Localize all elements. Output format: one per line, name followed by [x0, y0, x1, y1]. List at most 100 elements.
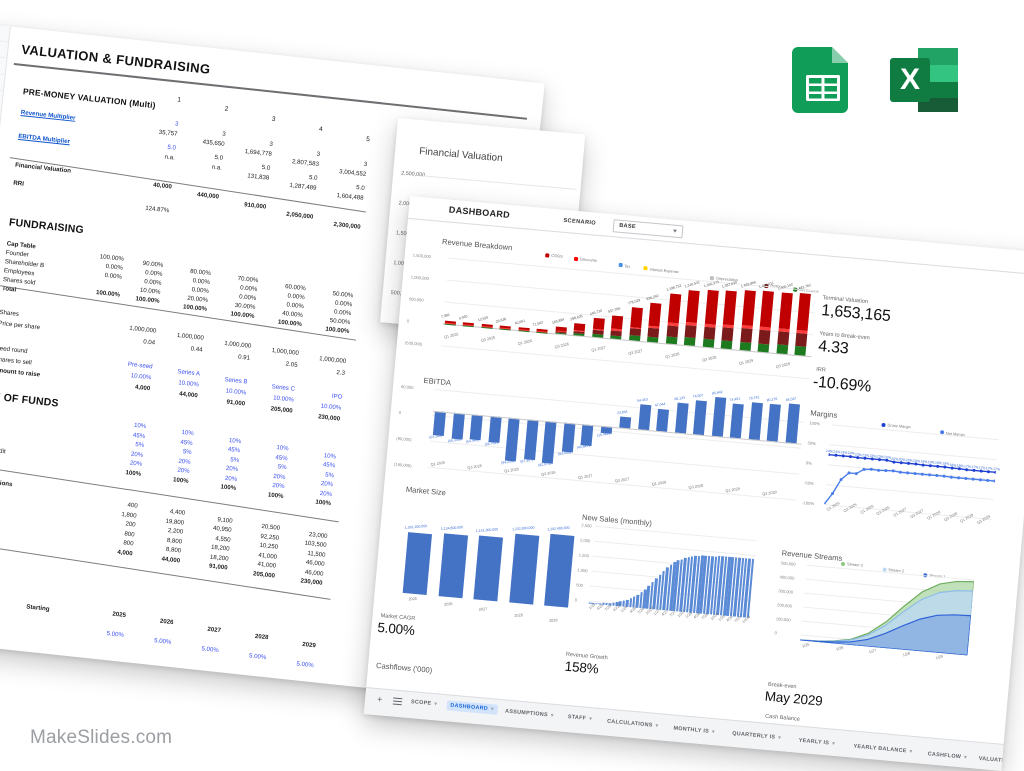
wacc-year-header: 2025 [112, 610, 127, 619]
capital-value: 205,000 [252, 570, 276, 580]
revenue-bar [775, 292, 793, 355]
rb-x-tick: Q3 2029 [775, 361, 791, 370]
cell-value: 1,000,000 [271, 347, 300, 358]
sheet-tab-valuation[interactable]: VALUATION ▾ [974, 754, 1022, 768]
cell-value: 2.05 [285, 361, 298, 370]
revenue-bar [591, 318, 605, 338]
rb-x-tick: Q3 2027 [627, 348, 644, 356]
uof-pct-value: 100% [125, 468, 142, 478]
rev-mult-m-2: 3 [221, 130, 226, 138]
mg-y-tick: -50% [803, 480, 814, 487]
market-size-bar [544, 533, 575, 608]
rb-y-tick: 1,500,000 [412, 252, 432, 260]
chevron-down-icon[interactable]: ▾ [655, 722, 659, 730]
sheet-tab-label: SCOPE [410, 698, 432, 707]
revenue-bar-segment [794, 346, 807, 356]
revenue-bar-segment [796, 293, 811, 331]
shares-to-sell-value: 10.00% [225, 387, 247, 397]
margin-label: 24% [825, 449, 834, 454]
sheet-tab-quarterly-is[interactable]: QUARTERLY IS ▾ [728, 729, 786, 744]
ebitda-bar [711, 396, 726, 437]
chevron-down-icon[interactable]: ▾ [1014, 759, 1018, 766]
cash-balance-label: Cash Balance [764, 713, 801, 723]
rri-label: RRI [12, 179, 25, 188]
market-size-bar [473, 535, 504, 602]
market-size-x-tick: 2025 [408, 596, 418, 602]
google-sheets-icon[interactable] [790, 45, 856, 120]
eb-gridline [427, 466, 797, 501]
revenue-bar-segment [665, 336, 677, 345]
revenue-bar-segment [702, 326, 716, 340]
rev-mult-m-4: 3 [316, 150, 321, 158]
price-per-share-label: Price per share [0, 319, 41, 332]
revenue-bar-label: 5,560 [458, 314, 469, 321]
sheet-tab-assumptions[interactable]: ASSUMPTIONS ▾ [501, 706, 558, 721]
sheet-tab-scope[interactable]: SCOPE ▾ [407, 696, 442, 709]
sheet-tab-label: YEARLY BALANCE [853, 743, 907, 755]
ebitda-bar-label: (45,647) [576, 443, 590, 450]
ebitda-mult-v-5: 1,604,488 [336, 192, 364, 202]
kpi-value-terminal-valuation: 1,653,165 [820, 302, 892, 326]
revenue-legend-item: Interest Expense [643, 266, 679, 274]
ebitda-bar-label: (87,307) [519, 457, 533, 464]
margin-label: 20% [912, 458, 921, 464]
legend-swatch [643, 266, 648, 271]
revenue-multiplier-link[interactable]: Revenue Multiplier [20, 109, 76, 122]
col-header-3: 3 [271, 115, 276, 124]
sheet-tab-yearly-is[interactable]: YEARLY IS ▾ [794, 736, 839, 750]
ebitda-bar-label: (56,336) [447, 437, 461, 444]
sheet-tab-calculations[interactable]: CALCULATIONS ▾ [603, 716, 663, 731]
revenue-bar-segment [757, 343, 770, 353]
sheet-tab-dashboard[interactable]: DASHBOARD ▾ [445, 700, 499, 715]
legend-swatch [618, 262, 623, 268]
rs-x-tick: 1/25 [801, 642, 810, 649]
chevron-down-icon[interactable]: ▾ [588, 716, 593, 723]
ebitda-bar-label: 66,133 [673, 395, 685, 401]
cell-value: 1,000,000 [128, 324, 157, 335]
capital-value: 4,000 [117, 548, 133, 557]
chevron-down-icon[interactable]: ▾ [831, 740, 836, 748]
ebitda-bar-label: (94,234) [500, 459, 515, 466]
revenue-bar-label: 557,356 [607, 306, 621, 314]
all-sheets-icon[interactable] [392, 697, 403, 706]
microsoft-excel-icon[interactable]: X [888, 44, 960, 121]
chevron-down-icon[interactable]: ▾ [777, 735, 782, 742]
rs-x-tick: 1/29 [935, 654, 944, 661]
chevron-down-icon[interactable]: ▾ [490, 706, 495, 713]
chevron-down-icon[interactable]: ▾ [711, 728, 716, 735]
revenue-bar-segment [555, 326, 567, 332]
margin-label: 23% [854, 452, 863, 457]
margin-label: 23% [883, 454, 892, 460]
rb-y-tick: 0 [406, 318, 410, 324]
chevron-down-icon[interactable]: ▾ [963, 754, 968, 761]
rb-x-tick: Q1 2025 [443, 332, 459, 340]
sheet-tab-monthly-is[interactable]: MONTHLY IS ▾ [669, 723, 719, 737]
ebitda-bar [766, 403, 781, 442]
sheet-tab-cashflow[interactable]: CASHFLOW ▾ [923, 749, 971, 763]
ebitda-bar [785, 403, 800, 444]
ebitda-bar [523, 419, 539, 461]
revenue-streams-areas [800, 580, 975, 656]
rev-mult-m-5: 3 [363, 160, 368, 169]
add-sheet-icon[interactable]: + [376, 694, 383, 705]
revenue-bar-segment [758, 329, 771, 345]
seed-round-value: Series B [224, 376, 248, 386]
market-size-bar [438, 533, 468, 599]
ebitda-bar-label: 74,507 [692, 392, 704, 399]
revenue-bar-segment [704, 290, 719, 325]
chevron-down-icon[interactable]: ▾ [434, 700, 438, 707]
sheet-tab-staff[interactable]: STAFF ▾ [563, 712, 596, 725]
rev-mult-v-5: 3,004,552 [338, 168, 367, 179]
dashboard-sheet[interactable]: DASHBOARD SCENARIO BASE Revenue Breakdow… [363, 196, 1024, 771]
margin-label: 17% [985, 466, 993, 472]
ebitda-multiplier-link[interactable]: EBITDA Multiplier [17, 132, 71, 146]
revenue-bar-segment [776, 331, 789, 346]
sheet-tab-yearly-balance[interactable]: YEARLY BALANCE ▾ [849, 741, 917, 757]
ebitda-bar-label: 54,453 [636, 397, 648, 403]
chevron-down-icon[interactable]: ▾ [550, 712, 554, 719]
uof-pct-value: 100% [220, 483, 237, 493]
revenue-bar-label: 13,525 [476, 315, 489, 323]
seed-round-value: Pre-seed [127, 360, 153, 371]
rs-y-tick: 0 [774, 630, 778, 636]
chevron-down-icon[interactable]: ▾ [909, 748, 913, 755]
